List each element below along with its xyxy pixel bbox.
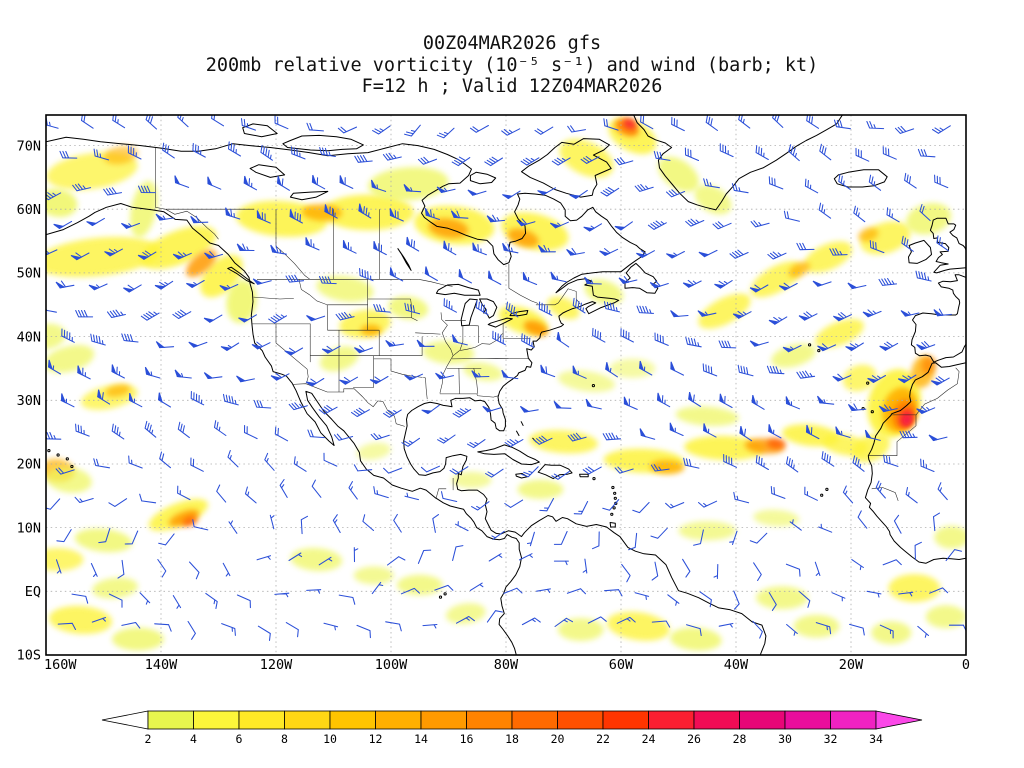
- svg-text:40W: 40W: [724, 657, 749, 673]
- svg-text:2: 2: [145, 732, 152, 746]
- svg-text:10: 10: [323, 732, 337, 746]
- svg-text:20: 20: [551, 732, 565, 746]
- svg-text:140W: 140W: [145, 657, 178, 673]
- svg-text:32: 32: [824, 732, 838, 746]
- svg-text:20N: 20N: [17, 457, 41, 473]
- colorbar-below-arrow: [101, 710, 149, 730]
- title-valid-line: F=12 h ; Valid 12Z04MAR2026: [361, 76, 663, 97]
- title-init-line: 00Z04MAR2026 gfs: [422, 33, 602, 54]
- lat-axis-labels: 70N 60N 50N 40N 30N 20N 10N EQ 10S: [17, 138, 41, 663]
- grid-lines: [46, 115, 966, 655]
- svg-text:28: 28: [733, 732, 747, 746]
- svg-text:160W: 160W: [44, 657, 77, 673]
- svg-text:30N: 30N: [17, 393, 41, 409]
- svg-text:20W: 20W: [839, 657, 864, 673]
- svg-text:70N: 70N: [17, 138, 41, 154]
- svg-text:100W: 100W: [375, 657, 408, 673]
- svg-text:34: 34: [869, 732, 883, 746]
- svg-text:120W: 120W: [260, 657, 293, 673]
- svg-text:22: 22: [596, 732, 610, 746]
- svg-text:60W: 60W: [609, 657, 634, 673]
- svg-text:80W: 80W: [494, 657, 519, 673]
- svg-text:60N: 60N: [17, 202, 41, 218]
- svg-text:0: 0: [962, 657, 970, 673]
- chart-title-block: 00Z04MAR2026 gfs 200mb relative vorticit…: [0, 33, 1024, 98]
- colorbar: 2 4 6 8 10 12 14 16 18 20 22 24 26 28 30 32 34: [0, 698, 1024, 754]
- political-borders: [155, 147, 960, 501]
- map-frame: [45, 114, 967, 656]
- svg-text:24: 24: [642, 732, 656, 746]
- svg-text:50N: 50N: [17, 266, 41, 282]
- svg-text:14: 14: [414, 732, 428, 746]
- svg-text:4: 4: [190, 732, 197, 746]
- wind-barbs: [46, 115, 966, 641]
- svg-text:6: 6: [236, 732, 243, 746]
- colorbar-labels: 2 4 6 8 10 12 14 16 18 20 22 24 26 28 30 32 34: [145, 732, 883, 746]
- svg-text:10N: 10N: [17, 520, 41, 536]
- svg-text:8: 8: [281, 732, 288, 746]
- lon-axis-labels: 160W 140W 120W 100W 80W 60W 40W 20W 0: [44, 657, 970, 673]
- colorbar-bar: [101, 710, 923, 730]
- svg-text:30: 30: [778, 732, 792, 746]
- svg-text:16: 16: [460, 732, 474, 746]
- title-field-line: 200mb relative vorticity (10⁻⁵ s⁻¹) and …: [205, 54, 819, 76]
- svg-text:18: 18: [505, 732, 519, 746]
- svg-text:EQ: EQ: [25, 584, 41, 600]
- svg-text:12: 12: [369, 732, 383, 746]
- colorbar-above-arrow: [875, 710, 923, 730]
- svg-text:40N: 40N: [17, 329, 41, 345]
- coastlines: [46, 115, 966, 655]
- svg-text:10S: 10S: [17, 648, 41, 664]
- svg-text:26: 26: [687, 732, 701, 746]
- vorticity-shading: [46, 117, 966, 651]
